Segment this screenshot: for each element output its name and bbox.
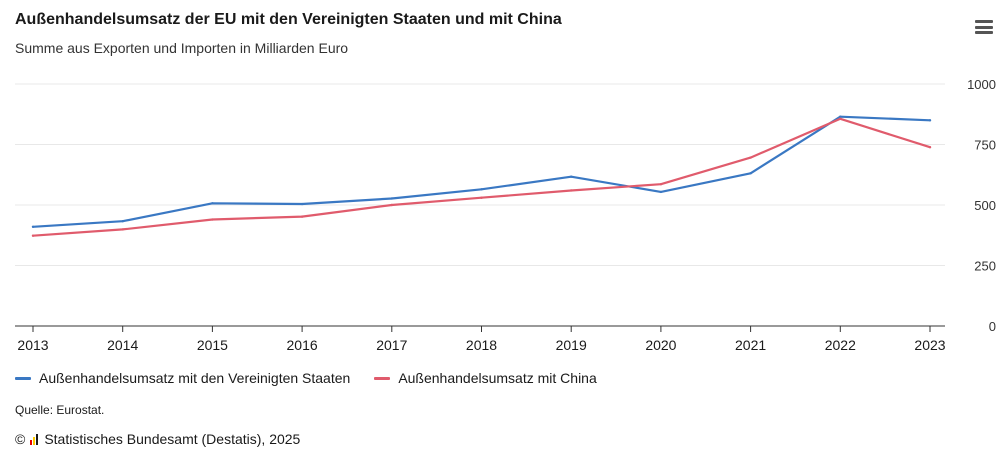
data-point[interactable] (121, 228, 124, 231)
data-point[interactable] (480, 188, 483, 191)
legend-item-usa[interactable]: Außenhandelsumsatz mit den Vereinigten S… (15, 370, 350, 386)
data-point[interactable] (928, 119, 932, 122)
legend-label-usa: Außenhandelsumsatz mit den Vereinigten S… (39, 370, 351, 386)
data-point[interactable] (749, 156, 752, 159)
y-tick-label: 0 (989, 319, 996, 334)
data-point[interactable] (390, 197, 393, 200)
data-point[interactable] (839, 117, 842, 121)
destatis-logo-icon (30, 433, 39, 445)
data-point[interactable] (570, 189, 573, 192)
grid-lines (15, 83, 945, 266)
y-tick-label: 500 (974, 198, 996, 213)
series-line-china[interactable] (31, 117, 932, 237)
x-tick-label: 2018 (466, 337, 497, 353)
x-tick-label: 2014 (107, 337, 138, 353)
legend-label-china: Außenhandelsumsatz mit China (398, 370, 597, 386)
copyright: © Statistisches Bundesamt (Destatis), 20… (15, 431, 300, 447)
data-point[interactable] (839, 115, 842, 118)
data-point[interactable] (121, 220, 124, 223)
chart-subtitle: Summe aus Exporten und Importen in Milli… (15, 40, 349, 56)
legend-swatch-china (374, 376, 391, 380)
data-point[interactable] (480, 196, 483, 199)
x-tick-label: 2022 (825, 337, 856, 353)
data-point[interactable] (300, 202, 304, 206)
hamburger-menu-icon[interactable] (975, 20, 993, 34)
copyright-symbol: © (15, 431, 26, 447)
x-axis-ticks: 2013 2014 2015 2016 2017 2018 2019 2020 2021 2022… (17, 326, 946, 353)
data-point[interactable] (31, 225, 35, 228)
x-tick-label: 2019 (556, 337, 587, 353)
x-tick-label: 2023 (914, 337, 945, 353)
x-tick-label: 2016 (287, 337, 318, 353)
data-point[interactable] (390, 203, 393, 207)
legend-item-china[interactable]: Außenhandelsumsatz mit China (374, 370, 597, 386)
data-point[interactable] (659, 182, 663, 186)
copyright-text: Statistisches Bundesamt (Destatis), 2025 (44, 431, 301, 447)
data-point[interactable] (749, 172, 752, 175)
x-tick-label: 2021 (735, 337, 766, 353)
x-tick-label: 2020 (645, 337, 676, 353)
y-tick-label: 750 (974, 138, 996, 153)
data-point[interactable] (211, 218, 214, 221)
chart-title: Außenhandelsumsatz der EU mit den Verein… (15, 11, 562, 28)
x-tick-label: 2015 (197, 337, 228, 353)
data-point[interactable] (659, 190, 663, 194)
data-point[interactable] (211, 202, 214, 205)
x-tick-label: 2013 (17, 337, 48, 353)
y-tick-label: 1000 (967, 77, 996, 92)
series-lines (31, 115, 932, 237)
data-point[interactable] (570, 175, 573, 178)
data-point[interactable] (31, 234, 35, 237)
source-note: Quelle: Eurostat. (15, 403, 105, 417)
legend-swatch-usa (15, 376, 31, 380)
y-axis-ticks: 0 250 500 750 1000 (967, 77, 996, 334)
data-point[interactable] (928, 145, 932, 149)
legend: Außenhandelsumsatz mit den Vereinigten S… (15, 370, 597, 386)
x-tick-label: 2017 (376, 337, 407, 353)
series-line-usa[interactable] (31, 115, 932, 228)
data-point[interactable] (300, 215, 304, 218)
y-tick-label: 250 (974, 259, 996, 274)
